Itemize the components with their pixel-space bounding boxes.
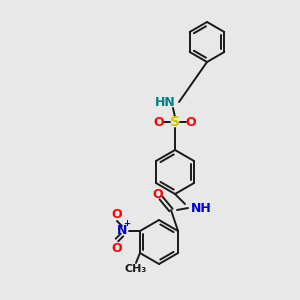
Text: N: N [117,224,127,238]
Text: O: O [153,188,163,202]
Text: +: + [123,220,130,229]
Text: O: O [186,116,196,128]
Text: NH: NH [191,202,212,215]
Text: HN: HN [155,97,176,110]
Text: CH₃: CH₃ [125,264,147,274]
Text: O: O [154,116,164,128]
Text: O: O [112,208,122,220]
Text: S: S [170,115,180,129]
Text: O: O [112,242,122,256]
